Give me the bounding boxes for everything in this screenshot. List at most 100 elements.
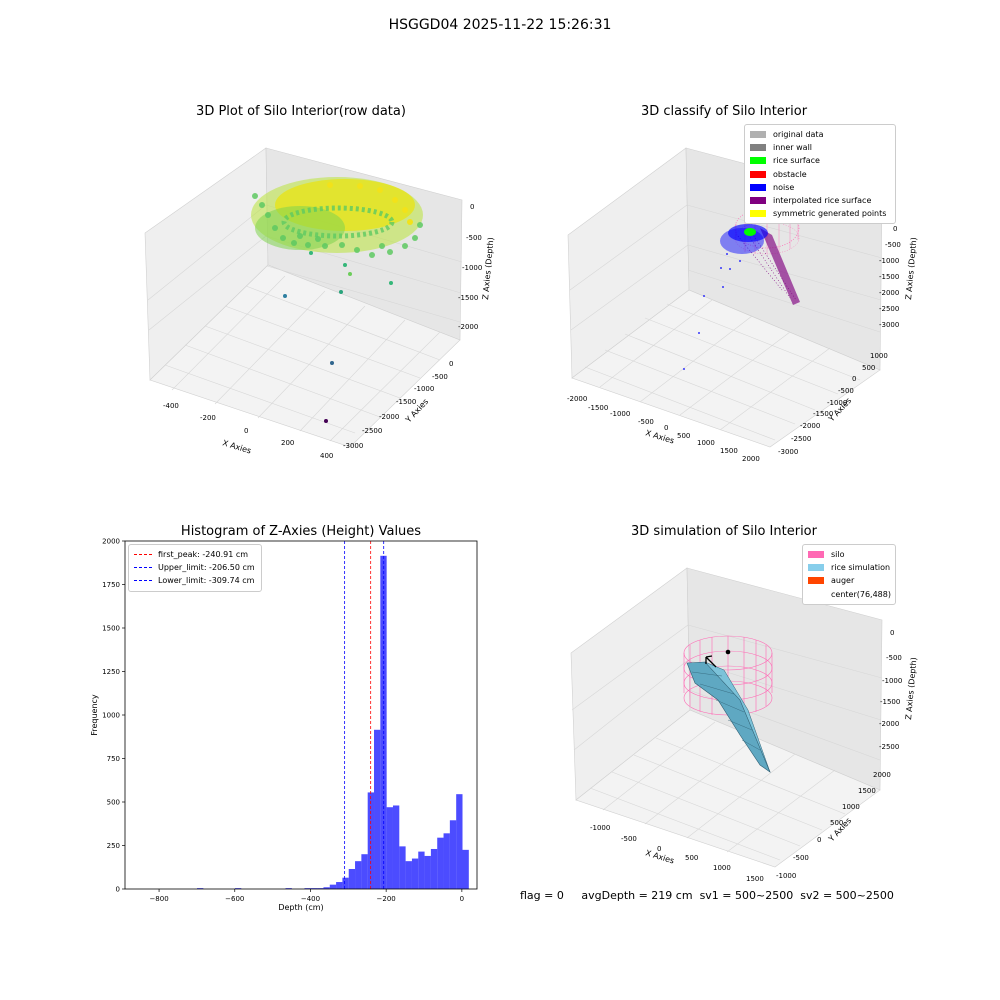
legend-swatch — [808, 551, 824, 559]
histogram-bar — [304, 888, 311, 889]
histogram-bar — [197, 888, 204, 889]
simulation-legend: silo rice simulation auger center(76,488… — [802, 544, 896, 605]
legend-label: noise — [773, 182, 795, 192]
histogram-bar — [386, 807, 393, 889]
classify-z-tick: -2500 — [879, 305, 899, 313]
legend-item: center(76,488) — [808, 588, 891, 601]
raw-z-tick: 0 — [470, 203, 474, 211]
legend-swatch — [750, 183, 766, 191]
classify-z-label: Z Axies (Depth) — [904, 237, 918, 300]
simulation-x-tick: 1000 — [713, 864, 731, 872]
simulation-scene — [683, 635, 773, 773]
classify-x-tick: -500 — [638, 418, 654, 426]
histogram-bar — [392, 805, 400, 889]
classify-z-tick: 0 — [893, 225, 897, 233]
histogram-bar — [323, 887, 330, 889]
histogram-bar — [355, 861, 362, 889]
classify-x-tick: -1500 — [588, 404, 608, 412]
legend-item: original data — [750, 128, 890, 141]
simulation-x-tick: 1500 — [746, 875, 764, 883]
legend-item: noise — [750, 181, 890, 194]
legend-label: obstacle — [773, 169, 807, 179]
x-tick-label: −800 — [149, 895, 168, 903]
classify-z-tick: -500 — [885, 241, 901, 249]
raw-point-cloud — [251, 177, 423, 423]
simulation-x-tick: 0 — [657, 845, 661, 853]
legend-label: rice simulation — [831, 563, 891, 573]
classify-y-tick: -3000 — [778, 448, 798, 456]
simulation-z-label: Z Axies (Depth) — [904, 657, 918, 720]
simulation-x-tick: -1000 — [590, 824, 610, 832]
histogram-bar — [418, 851, 425, 889]
y-tick-label: 1500 — [102, 625, 120, 633]
histogram-title: Histogram of Z-Axies (Height) Values — [180, 524, 422, 539]
raw-y-tick: -3000 — [343, 442, 363, 450]
simulation-y-tick: 500 — [830, 819, 843, 827]
raw-x-tick: 0 — [244, 427, 248, 435]
histogram-bar — [411, 858, 419, 889]
legend-label: original data — [773, 130, 824, 140]
legend-label: silo — [831, 550, 845, 560]
histogram-bar — [310, 888, 318, 889]
raw-y-tick: -500 — [432, 373, 448, 381]
raw-y-tick: 0 — [449, 360, 453, 368]
legend-label: Upper_limit: -206.50 cm — [158, 563, 255, 573]
classify-z-tick: -1000 — [879, 257, 899, 265]
raw-x-tick: 200 — [281, 439, 294, 447]
raw-y-tick: -2000 — [379, 413, 399, 421]
x-tick-label: −600 — [225, 895, 244, 903]
classify-y-tick: -2500 — [791, 435, 811, 443]
classify-y-tick: -1500 — [813, 410, 833, 418]
classify-y-tick: 500 — [862, 364, 875, 372]
legend-label: first_peak: -240.91 cm — [158, 550, 249, 560]
histogram-bar — [405, 861, 412, 889]
y-tick-label: 1750 — [102, 581, 120, 589]
classify-x-label: X Axies — [644, 428, 675, 445]
histogram-bar — [456, 794, 463, 889]
simulation-x-tick: -500 — [621, 835, 637, 843]
classify-x-tick: 2000 — [742, 455, 760, 463]
legend-item: silo — [808, 548, 890, 561]
legend-label: center(76,488) — [831, 589, 891, 599]
y-tick-label: 500 — [107, 799, 120, 807]
simulation-3d-axes — [570, 567, 883, 868]
classify-x-tick: 1500 — [720, 447, 738, 455]
simulation-z-tick: 0 — [890, 629, 894, 637]
legend-label: auger — [831, 576, 855, 586]
legend-line — [134, 580, 152, 582]
figure-title: HSGGD04 2025-11-22 15:26:31 — [388, 17, 612, 33]
status-footer: flag = 0 avgDepth = 219 cm sv1 = 500~250… — [520, 889, 894, 902]
classify-legend: original data inner wall rice surface ob… — [744, 124, 896, 225]
classify-y-tick: 0 — [852, 375, 856, 383]
sv1-value: sv1 = 500~2500 — [699, 889, 794, 902]
x-tick-label: 0 — [460, 895, 464, 903]
raw-z-tick: -1500 — [458, 294, 478, 302]
legend-line — [134, 567, 152, 569]
raw-x-tick: -200 — [200, 414, 216, 422]
histogram-bar — [361, 854, 368, 889]
legend-label: symmetric generated points — [773, 209, 887, 219]
histogram-bar — [449, 820, 457, 889]
simulation-z-tick: -500 — [886, 654, 902, 662]
raw-plot-title: 3D Plot of Silo Interior(row data) — [196, 104, 406, 119]
legend-item: obstacle — [750, 168, 890, 181]
simulation-y-tick: 1500 — [858, 787, 876, 795]
raw-z-tick: -2000 — [458, 323, 478, 331]
raw-x-tick: -400 — [163, 402, 179, 410]
simulation-plot-title: 3D simulation of Silo Interior — [631, 524, 817, 539]
y-tick-label: 2000 — [102, 538, 120, 546]
classify-x-tick: 1000 — [697, 439, 715, 447]
simulation-y-tick: 2000 — [873, 771, 891, 779]
simulation-z-tick: -2000 — [879, 720, 899, 728]
histogram-bar — [462, 849, 469, 889]
legend-label: Lower_limit: -309.74 cm — [158, 576, 255, 586]
classify-x-tick: 0 — [664, 424, 668, 432]
raw-y-tick: -2500 — [362, 427, 382, 435]
y-tick-label: 1250 — [102, 668, 120, 676]
raw-z-label: Z Axies (Depth) — [481, 237, 495, 300]
classify-plot-title: 3D classify of Silo Interior — [640, 104, 808, 119]
raw-y-tick: -1500 — [396, 398, 416, 406]
simulation-y-tick: 1000 — [842, 803, 860, 811]
legend-label: interpolated rice surface — [773, 196, 872, 206]
histogram-threshold-lines — [344, 541, 385, 889]
